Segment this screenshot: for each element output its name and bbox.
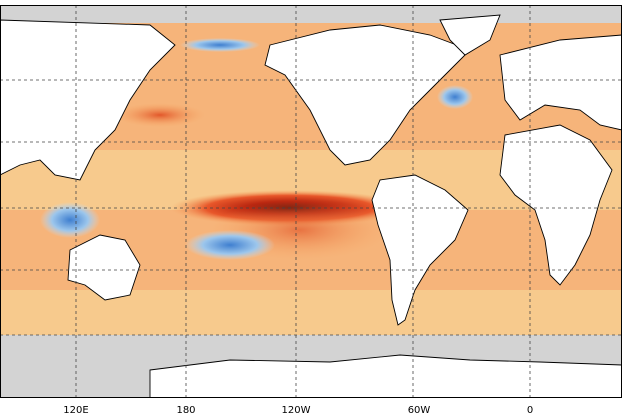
- map-area: [0, 5, 622, 398]
- antarctica: [149, 354, 622, 398]
- cool-anomaly: [40, 202, 100, 238]
- south-america: [371, 174, 469, 326]
- lon-label: 60W: [408, 405, 431, 416]
- lon-label: 0: [527, 405, 533, 416]
- australia: [67, 234, 141, 301]
- north-america: [264, 24, 471, 166]
- graticule: [0, 5, 622, 398]
- lon-label: 120W: [282, 405, 311, 416]
- europe: [499, 34, 622, 131]
- ocean-band: [0, 290, 622, 335]
- cool-anomaly: [437, 85, 473, 109]
- ice: [0, 5, 622, 23]
- lon-label: 120E: [63, 405, 88, 416]
- cool-anomaly: [180, 38, 260, 52]
- asia: [0, 19, 176, 181]
- warm-anomaly: [115, 103, 205, 127]
- africa: [499, 124, 613, 286]
- lon-label: 180: [176, 405, 195, 416]
- cool-anomaly: [185, 230, 275, 260]
- greenland: [439, 14, 501, 56]
